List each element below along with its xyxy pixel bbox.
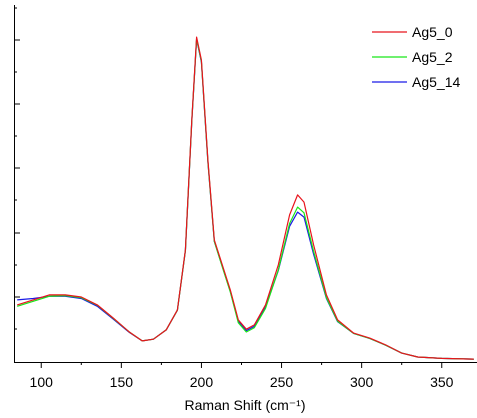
legend-label: Ag5_2 (412, 49, 453, 65)
series-line (17, 38, 474, 360)
y-axis-decor (14, 5, 20, 362)
x-tick-label: 250 (270, 374, 294, 390)
legend-label: Ag5_0 (412, 24, 453, 40)
x-tick-label: 300 (350, 374, 374, 390)
x-tick-label: 200 (190, 374, 214, 390)
x-tick-label: 150 (110, 374, 134, 390)
x-tick-label: 100 (30, 374, 54, 390)
series-line (17, 38, 474, 360)
x-tick-label: 350 (430, 374, 454, 390)
series-line (17, 36, 474, 360)
x-axis-label: Raman Shift (cm⁻¹) (185, 397, 306, 413)
legend-label: Ag5_14 (412, 74, 460, 90)
